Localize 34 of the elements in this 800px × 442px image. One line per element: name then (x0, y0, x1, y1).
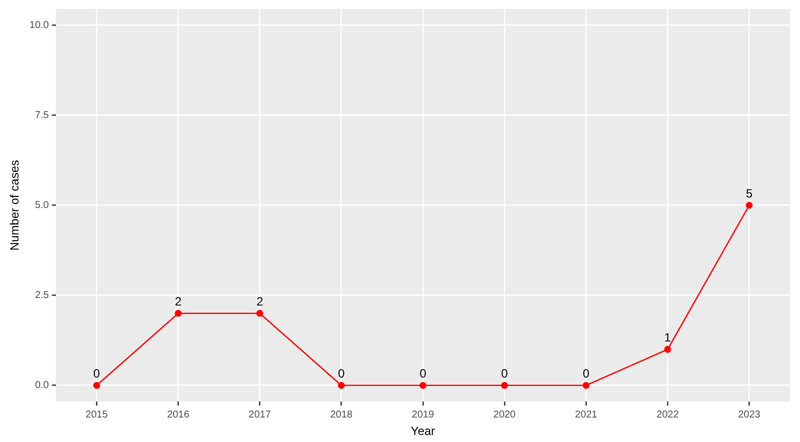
point (338, 382, 345, 389)
point (419, 382, 426, 389)
point (501, 382, 508, 389)
y-axis-title: Number of cases (8, 160, 22, 251)
data-label: 2 (174, 294, 182, 309)
point (664, 346, 672, 353)
y-tick-label: 7.5 (34, 110, 50, 122)
data-label: 0 (501, 366, 508, 381)
data-label: 5 (746, 186, 753, 201)
point (93, 382, 100, 389)
y-tick-label: 5.0 (34, 200, 50, 212)
point (746, 202, 753, 209)
data-label: 1 (664, 330, 672, 345)
x-axis-title: Year (410, 424, 436, 438)
x-tick-label: 2017 (248, 409, 272, 420)
y-tick-label: 10.0 (29, 20, 50, 31)
x-tick-label: 2023 (738, 409, 761, 420)
y-tick-label: 0.0 (34, 380, 50, 392)
data-label: 0 (582, 366, 590, 381)
data-label: 0 (338, 366, 346, 381)
point (174, 310, 182, 317)
data-label: 2 (256, 294, 264, 309)
point (582, 382, 590, 389)
x-tick-label: 2020 (493, 409, 516, 420)
y-tick-label: 2.5 (34, 290, 50, 302)
x-tick-label: 2019 (412, 409, 434, 420)
x-tick-label: 2016 (167, 409, 190, 420)
x-tick-label: 2015 (86, 409, 108, 420)
x-tick-label: 2022 (656, 409, 680, 420)
x-tick-label: 2021 (574, 409, 598, 420)
data-label: 0 (93, 366, 100, 381)
data-label: 0 (420, 366, 427, 381)
x-tick-label: 2018 (330, 409, 353, 420)
point (256, 310, 264, 317)
